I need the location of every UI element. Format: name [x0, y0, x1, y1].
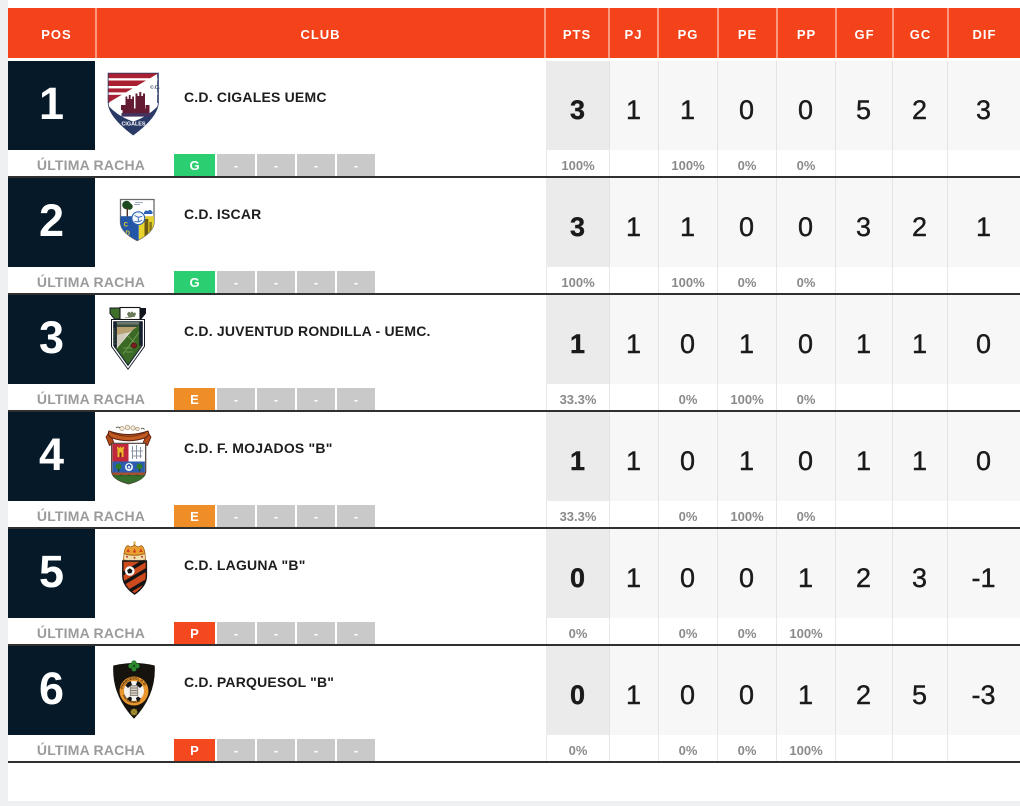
- svg-text:JUVENTUD: JUVENTUD: [113, 328, 117, 345]
- svg-text:CIGALES: CIGALES: [122, 122, 146, 128]
- svg-text:C: C: [124, 222, 129, 229]
- svg-text:C.D.: C.D.: [150, 85, 160, 91]
- svg-text:D: D: [126, 230, 131, 237]
